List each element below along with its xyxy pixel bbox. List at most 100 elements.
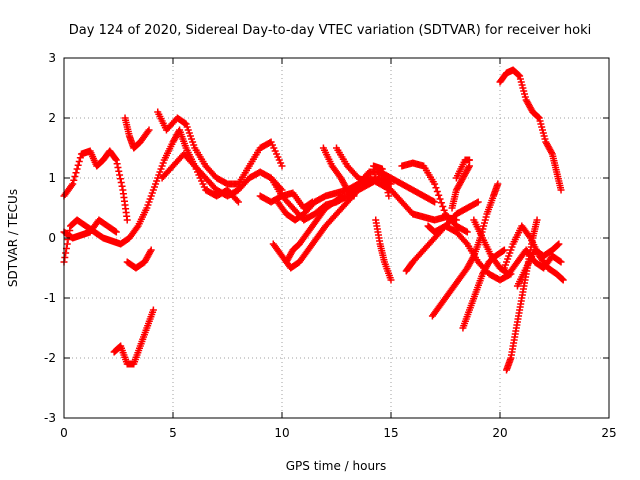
data-point xyxy=(278,162,286,170)
data-point xyxy=(533,216,541,224)
series-arc-m xyxy=(282,192,347,266)
data-point xyxy=(70,176,78,184)
data-point xyxy=(463,228,471,236)
x-tick-label: 25 xyxy=(601,426,616,440)
data-point xyxy=(71,173,79,180)
data-marks xyxy=(60,66,567,374)
data-point xyxy=(62,249,70,257)
x-tick-labels: 0 5 10 15 20 25 xyxy=(60,426,616,440)
x-tick-label: 10 xyxy=(274,426,289,440)
data-point xyxy=(555,240,563,248)
data-point xyxy=(500,246,508,254)
series-arc-f xyxy=(110,306,157,368)
data-point xyxy=(116,175,124,183)
data-point xyxy=(74,161,82,169)
data-point xyxy=(382,182,390,190)
data-point xyxy=(384,189,392,197)
data-point xyxy=(559,276,567,284)
data-point xyxy=(123,216,131,224)
x-tick-label: 5 xyxy=(169,426,177,440)
series-arc-u xyxy=(452,156,473,182)
data-point xyxy=(440,206,448,214)
data-point xyxy=(548,149,556,156)
y-tick-label: 3 xyxy=(48,51,56,65)
y-tick-label: -2 xyxy=(44,351,56,365)
data-point xyxy=(378,165,386,173)
data-point xyxy=(133,224,141,231)
series-arc-a xyxy=(60,147,131,224)
series-arc-i xyxy=(256,189,317,212)
data-point xyxy=(431,198,439,206)
data-point xyxy=(118,182,126,190)
data-point xyxy=(469,254,477,261)
data-point xyxy=(115,167,123,175)
data-point xyxy=(494,180,502,188)
data-point xyxy=(76,154,84,162)
data-point xyxy=(557,186,565,194)
data-point xyxy=(233,197,241,204)
data-point xyxy=(146,248,154,255)
data-point xyxy=(379,168,387,176)
data-point xyxy=(112,155,120,163)
data-point xyxy=(144,128,152,135)
x-tick-label: 0 xyxy=(60,426,68,440)
data-point xyxy=(383,185,391,193)
y-axis-label: SDTVAR / TECUs xyxy=(6,189,20,287)
data-point xyxy=(382,179,390,186)
x-tick-label: 20 xyxy=(492,426,507,440)
series-arc-o xyxy=(333,144,380,188)
data-point xyxy=(63,240,71,248)
series-arc-l xyxy=(274,168,439,224)
data-point xyxy=(75,158,83,165)
data-point xyxy=(113,160,121,168)
data-point xyxy=(432,184,440,192)
series-arc-n xyxy=(319,144,358,200)
series-arc-p xyxy=(370,162,393,200)
data-point xyxy=(339,192,347,200)
data-point xyxy=(437,199,445,207)
chart-title: Day 124 of 2020, Sidereal Day-to-day VTE… xyxy=(69,23,591,38)
data-point xyxy=(385,192,393,200)
series-arc-cc xyxy=(513,240,563,290)
data-point xyxy=(465,162,473,170)
data-point xyxy=(387,276,395,284)
data-point xyxy=(72,169,80,177)
data-point xyxy=(462,239,470,246)
data-point xyxy=(234,198,242,206)
y-tick-label: 0 xyxy=(48,231,56,245)
data-point xyxy=(114,164,122,171)
series-arc-g xyxy=(154,108,286,188)
axis-ticks xyxy=(63,57,610,419)
data-point xyxy=(61,254,69,261)
x-axis-label: GPS time / hours xyxy=(286,459,387,473)
data-point xyxy=(381,175,389,183)
data-point xyxy=(68,182,76,189)
data-point xyxy=(145,126,153,134)
data-point xyxy=(147,246,155,254)
series-arc-c xyxy=(60,216,120,242)
data-point xyxy=(380,172,388,180)
data-point xyxy=(112,156,120,164)
data-point xyxy=(525,233,533,240)
data-point xyxy=(436,195,444,203)
y-tick-labels: -3 -2 -1 0 1 2 3 xyxy=(44,51,56,425)
series-arc-s xyxy=(402,198,482,275)
series-arc-d xyxy=(121,114,153,152)
series-arc-bb xyxy=(500,222,567,284)
y-tick-label: -1 xyxy=(44,291,56,305)
grid-lines xyxy=(64,58,609,418)
series-arc-z xyxy=(496,66,565,194)
data-point xyxy=(112,228,120,236)
data-point xyxy=(387,180,395,188)
data-point xyxy=(465,156,473,164)
data-point xyxy=(557,258,565,266)
data-point xyxy=(465,164,473,171)
series-arc-w xyxy=(428,180,502,320)
series-arc-v xyxy=(448,162,473,212)
data-point xyxy=(73,165,81,173)
y-tick-label: 1 xyxy=(48,171,56,185)
data-point xyxy=(372,174,380,182)
y-tick-label: -3 xyxy=(44,411,56,425)
data-point xyxy=(431,180,439,188)
